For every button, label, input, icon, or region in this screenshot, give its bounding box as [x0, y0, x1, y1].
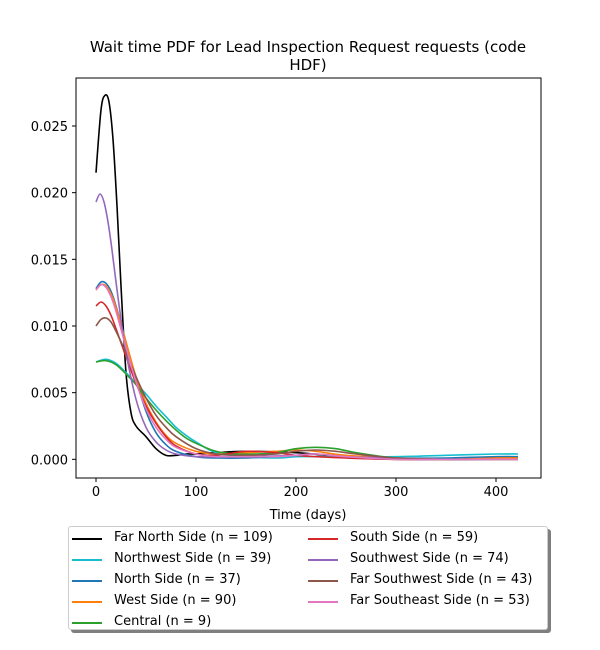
legend-label: South Side (n = 59): [350, 530, 479, 545]
legend-label: Far Southeast Side (n = 53): [350, 593, 530, 608]
legend-swatch: [308, 601, 338, 603]
y-tick-label: 0.015: [31, 253, 68, 268]
series-line-5: [95, 301, 518, 461]
legend-swatch: [308, 538, 338, 540]
y-tick-label: 0.005: [31, 387, 68, 402]
chart-title-line-2: HDF): [289, 56, 327, 74]
x-tick-label: 100: [184, 485, 209, 500]
legend-swatch: [308, 580, 338, 582]
chart-title-line-1: Wait time PDF for Lead Inspection Reques…: [89, 38, 527, 56]
x-tick-label: 400: [484, 485, 509, 500]
legend-swatch: [72, 601, 102, 603]
series-line-4: [95, 359, 518, 461]
legend-swatch: [72, 580, 102, 582]
legend-label: Far Southwest Side (n = 43): [350, 572, 533, 587]
legend-swatch: [308, 559, 338, 561]
legend-label: Central (n = 9): [114, 614, 212, 629]
x-axis-label: Time (days): [269, 508, 347, 523]
legend-label: Far North Side (n = 109): [114, 530, 273, 545]
legend-label: West Side (n = 90): [114, 593, 237, 608]
x-tick-label: 0: [92, 485, 100, 500]
series-line-1: [95, 358, 519, 459]
legend-label: Northwest Side (n = 39): [114, 551, 272, 566]
plot-frame: [75, 77, 542, 479]
series-line-8: [95, 283, 518, 461]
x-tick-label: 300: [384, 485, 409, 500]
legend-label: North Side (n = 37): [114, 572, 241, 587]
legend-swatch: [72, 559, 102, 561]
ticks-layer: 0 100 200 300 400 0.000 0.005 0.010 0.015 0.020 0.…: [31, 120, 509, 500]
y-tick-label: 0.000: [31, 453, 68, 468]
y-tick-label: 0.025: [31, 120, 68, 135]
x-tick-label: 200: [284, 485, 309, 500]
y-tick-label: 0.010: [31, 320, 68, 335]
legend-swatch: [72, 622, 102, 624]
series-line-0: [95, 94, 519, 461]
y-tick-label: 0.020: [31, 187, 68, 202]
series-layer: [95, 94, 519, 461]
legend-swatch: [72, 538, 102, 540]
legend-label: Southwest Side (n = 74): [350, 551, 509, 566]
legend: Far North Side (n = 109) Northwest Side (…: [68, 526, 548, 630]
series-line-7: [95, 317, 518, 461]
